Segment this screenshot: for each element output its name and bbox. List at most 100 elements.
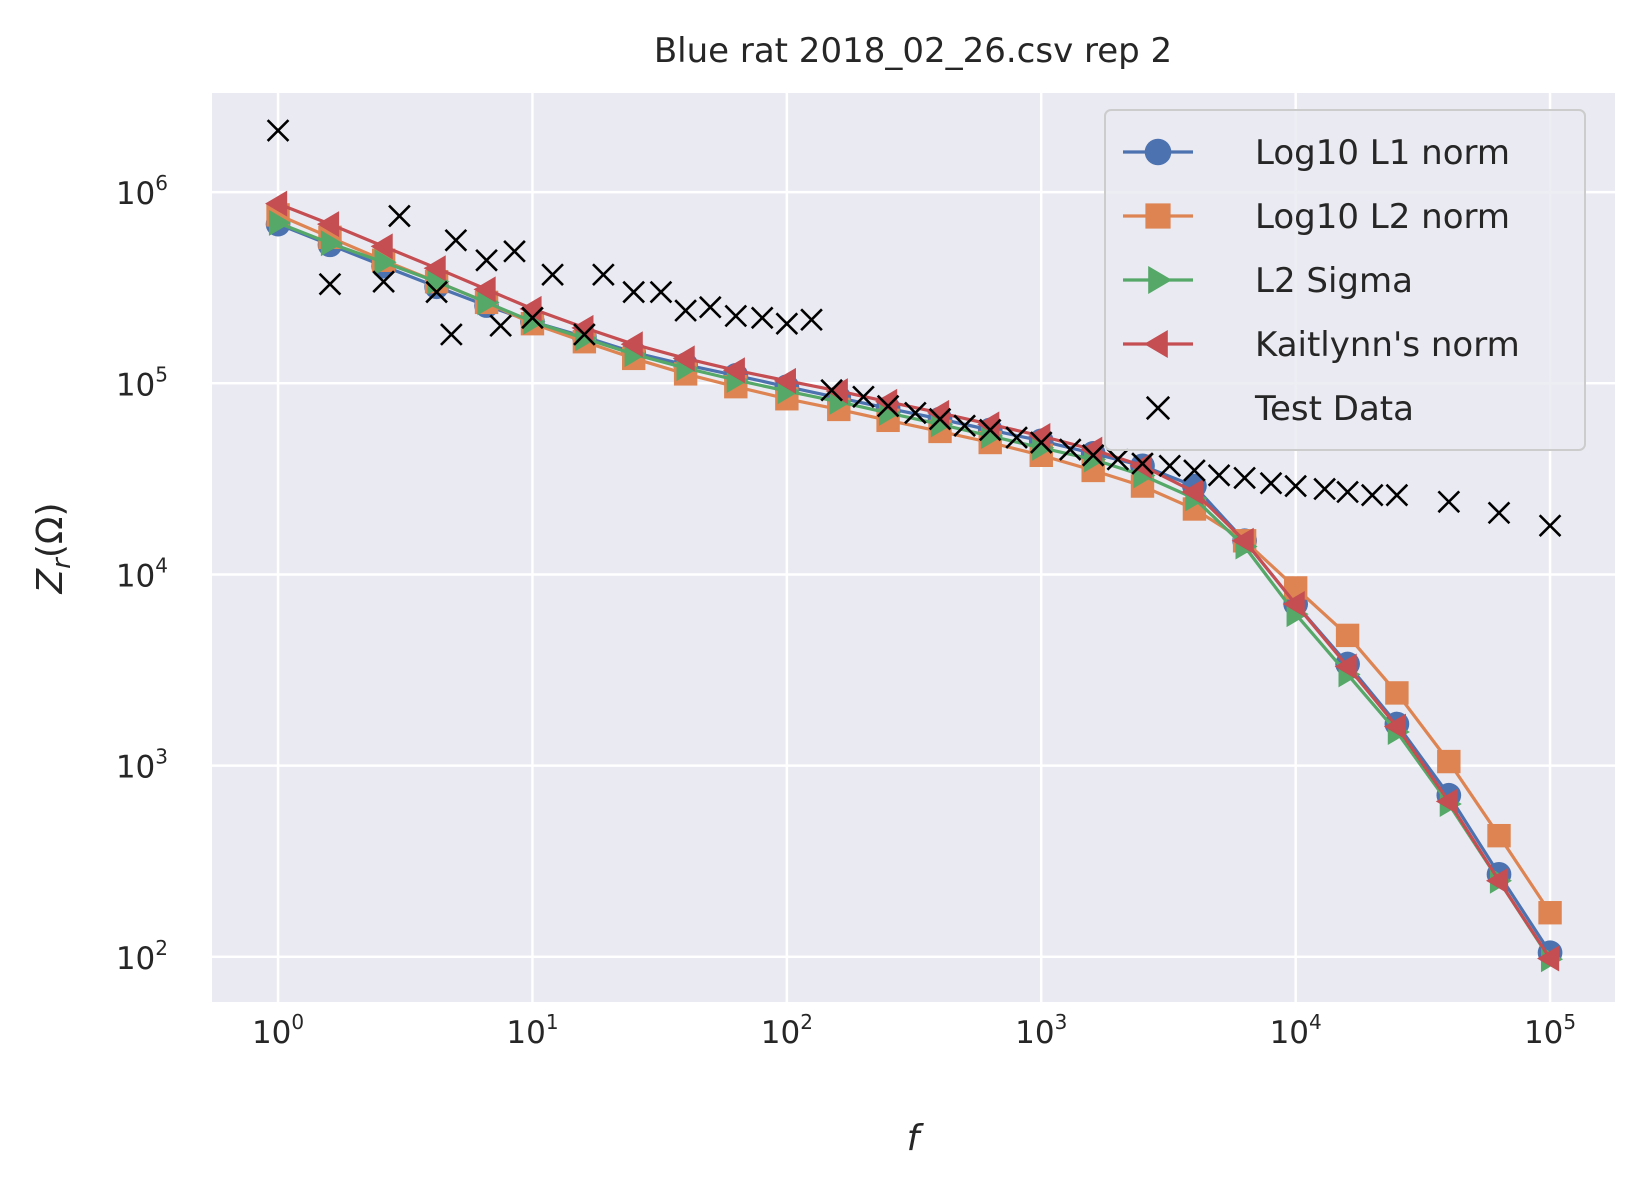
x-marker-stroke (1233, 466, 1256, 490)
data-point (1080, 436, 1103, 463)
data-point (825, 378, 848, 405)
x-marker-stroke (953, 414, 976, 438)
x-marker-stroke (1183, 459, 1206, 482)
data-point (1486, 867, 1509, 894)
legend-box (1104, 109, 1586, 451)
test-data-point (1106, 448, 1130, 471)
x-marker-stroke (1437, 490, 1461, 514)
x-marker-stroke (1081, 443, 1105, 467)
x-marker-stroke (1487, 501, 1511, 525)
data-point (370, 233, 393, 260)
x-marker-stroke (1284, 474, 1307, 498)
legend: Log10 L1 norm Log10 L2 norm L2 Sigma Kaitly… (1104, 109, 1586, 451)
x-tick-label: 105 (1524, 1010, 1576, 1051)
data-point (620, 331, 643, 358)
x-marker-stroke (775, 312, 799, 336)
test-data-point (1336, 480, 1359, 504)
data-point (672, 345, 695, 372)
test-data-point (489, 314, 512, 338)
x-marker-stroke (372, 270, 395, 294)
test-data-point (775, 312, 799, 336)
test-data-point (521, 306, 544, 330)
x-marker-stroke (440, 323, 463, 346)
test-data-point (541, 263, 564, 286)
test-data-point (649, 280, 673, 304)
y-tick-label: 102 (116, 936, 168, 977)
legend-label: Test Data (1254, 389, 1414, 429)
x-marker-stroke (852, 385, 875, 409)
x-marker-stroke (1158, 454, 1182, 478)
legend-marker (1145, 203, 1171, 229)
x-tick-label: 104 (1270, 1010, 1322, 1051)
legend-marker (1148, 266, 1172, 294)
x-marker-stroke (388, 204, 411, 228)
data-point (477, 289, 500, 316)
x-marker-stroke (475, 248, 498, 272)
test-data-point (1131, 452, 1154, 475)
data-point (722, 357, 745, 384)
test-data-point (475, 248, 498, 272)
test-data-point (1538, 514, 1562, 537)
x-marker-stroke (978, 418, 1002, 442)
x-marker-stroke (1145, 395, 1171, 421)
test-data-point (1029, 431, 1053, 454)
x-tick-label: 103 (1015, 1010, 1067, 1051)
x-marker-stroke (489, 314, 512, 338)
data-point (473, 276, 496, 303)
test-data-point (1207, 464, 1231, 487)
y-axis-label: Zr(Ω) (30, 503, 77, 595)
x-axis-label: f (907, 1118, 925, 1159)
test-data-point (724, 304, 748, 328)
test-data-point (1437, 490, 1461, 514)
legend-label: L2 Sigma (1255, 261, 1413, 301)
data-point (423, 255, 446, 282)
legend-item-kaitlynn-s-norm: Kaitlynn's norm (1123, 325, 1520, 365)
x-marker-stroke (1360, 483, 1384, 507)
data-point (316, 211, 340, 238)
tick-labels: 100 101 102 103 104 105 102 103 104 105 106 (116, 171, 1576, 1051)
test-data-point (1183, 459, 1206, 482)
legend-label: Kaitlynn's norm (1255, 325, 1520, 365)
test-data-point (698, 295, 722, 319)
data-point (977, 411, 1000, 438)
x-marker-stroke (622, 280, 646, 304)
data-point (1537, 945, 1560, 972)
data-point (265, 190, 288, 217)
x-marker-stroke (503, 240, 526, 263)
test-data-point (1158, 454, 1182, 478)
x-marker-stroke (674, 299, 697, 322)
data-point (1231, 527, 1254, 554)
test-data-point (820, 378, 843, 402)
x-marker-stroke (698, 295, 722, 319)
test-data-point (444, 228, 468, 252)
x-tick-label: 101 (506, 1010, 558, 1051)
test-data-point (904, 401, 927, 425)
x-marker-stroke (1207, 464, 1231, 487)
y-tick-label: 104 (116, 553, 168, 594)
test-data-point (928, 407, 952, 431)
x-marker-stroke (1385, 483, 1409, 507)
data-point (773, 367, 796, 394)
test-data-point (953, 414, 976, 438)
legend-marker (1144, 138, 1172, 166)
series-test-data (266, 119, 1562, 537)
data-point (374, 249, 397, 276)
legend-item-log10-l1-norm: Log10 L1 norm (1123, 133, 1510, 173)
test-data-point (440, 323, 463, 346)
x-marker-stroke (1005, 426, 1028, 449)
chart-title: Blue rat 2018_02_26.csv rep 2 (654, 31, 1172, 71)
data-point (1334, 653, 1357, 680)
y-tick-label: 105 (116, 362, 168, 403)
x-tick-label: 100 (252, 1010, 304, 1051)
test-data-point (800, 308, 823, 332)
test-data-point (674, 299, 697, 322)
test-data-point (876, 394, 900, 418)
test-data-point (1233, 466, 1256, 490)
test-data-point (1284, 474, 1307, 498)
test-data-point (425, 280, 448, 304)
x-marker-stroke (521, 306, 544, 330)
data-point (320, 230, 343, 257)
x-marker-stroke (444, 228, 468, 252)
test-data-point (266, 119, 290, 142)
legend-item-test-data: Test Data (1145, 389, 1414, 429)
